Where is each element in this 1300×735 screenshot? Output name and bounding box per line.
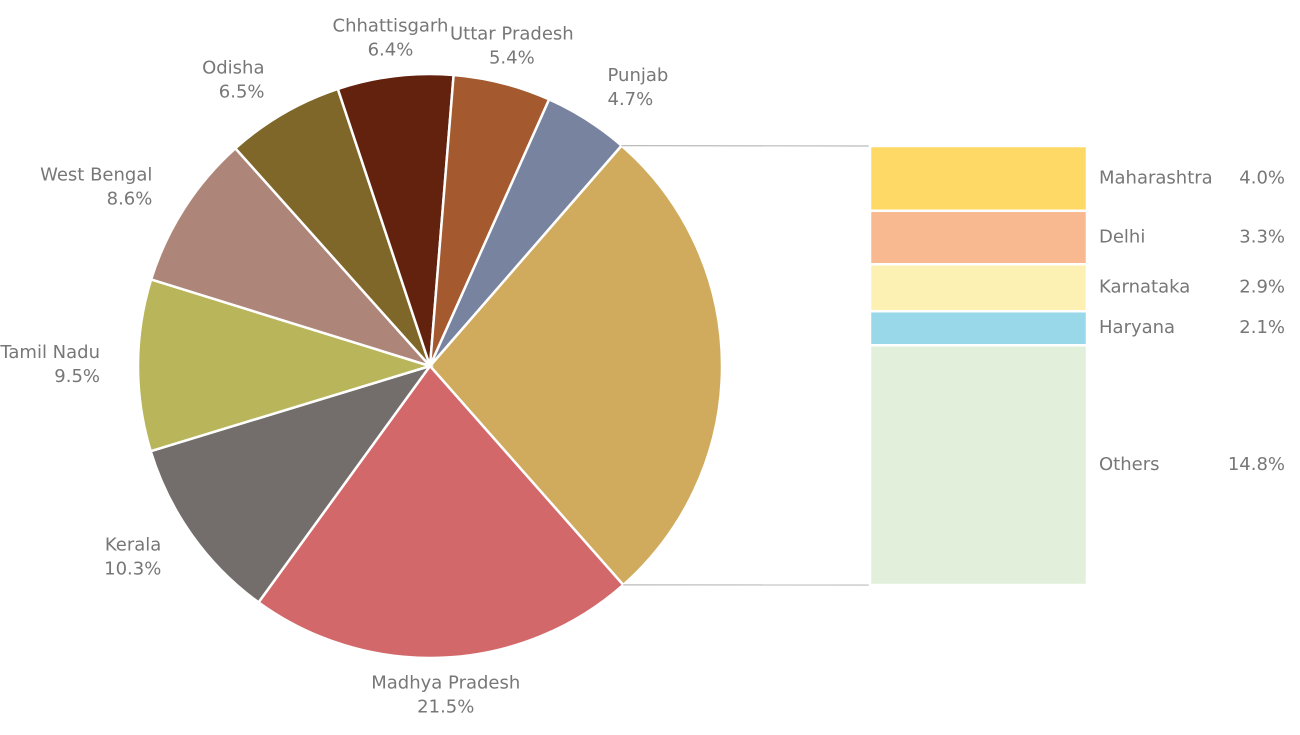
slice-label: Punjab: [608, 65, 669, 86]
slice-value-label: 4.7%: [608, 89, 654, 110]
slice-label: Odisha: [202, 58, 264, 79]
slice-value-label: 10.3%: [104, 559, 161, 580]
slice-label: Madhya Pradesh: [371, 673, 520, 694]
bar-label: Karnataka: [1099, 277, 1190, 298]
bar-segment: [870, 211, 1087, 264]
slice-label: West Bengal: [40, 165, 152, 186]
bar-value-label: 3.3%: [1239, 227, 1285, 248]
slice-value-label: 5.4%: [489, 47, 535, 68]
slice-label: Tamil Nadu: [0, 342, 100, 363]
bar-value-label: 4.0%: [1239, 167, 1285, 188]
bar-label: Haryana: [1099, 317, 1175, 338]
bar-value-label: 2.1%: [1239, 317, 1285, 338]
bar-value-label: 14.8%: [1228, 454, 1285, 475]
slice-value-label: 6.4%: [368, 39, 414, 60]
slice-value-label: 21.5%: [417, 697, 474, 718]
bar-segment: [870, 146, 1087, 211]
slice-value-label: 8.6%: [107, 189, 153, 210]
bar-segment: [870, 311, 1087, 345]
bar-segment: [870, 345, 1087, 585]
bar-label: Maharashtra: [1099, 167, 1213, 188]
bar-label: Delhi: [1099, 227, 1145, 248]
slice-value-label: 9.5%: [54, 366, 100, 387]
slice-label: Uttar Pradesh: [450, 23, 574, 44]
bar-value-label: 2.9%: [1239, 277, 1285, 298]
slice-label: Chhattisgarh: [333, 15, 449, 36]
bar-segment: [870, 264, 1087, 311]
slice-value-label: 6.5%: [219, 82, 265, 103]
slice-label: Kerala: [105, 535, 161, 556]
bar-label: Others: [1099, 454, 1160, 475]
